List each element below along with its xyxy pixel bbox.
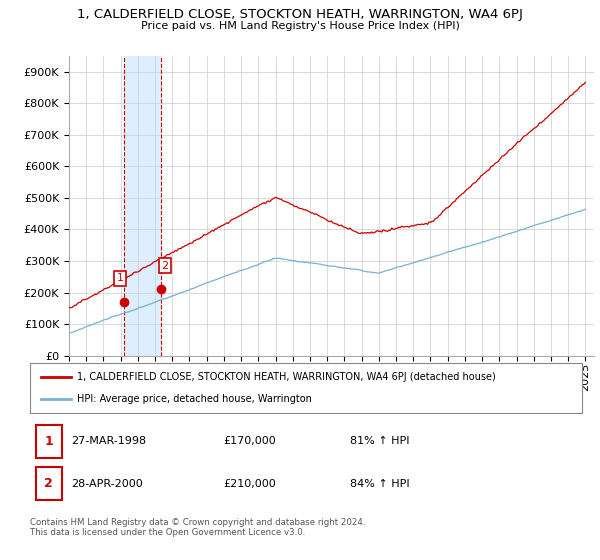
Text: 1, CALDERFIELD CLOSE, STOCKTON HEATH, WARRINGTON, WA4 6PJ: 1, CALDERFIELD CLOSE, STOCKTON HEATH, WA… (77, 8, 523, 21)
Text: £210,000: £210,000 (223, 479, 276, 489)
Text: 84% ↑ HPI: 84% ↑ HPI (350, 479, 410, 489)
Text: 28-APR-2000: 28-APR-2000 (71, 479, 143, 489)
Text: Contains HM Land Registry data © Crown copyright and database right 2024.
This d: Contains HM Land Registry data © Crown c… (30, 518, 365, 538)
Bar (124, 56, 161, 356)
FancyBboxPatch shape (35, 467, 62, 501)
Text: 27-MAR-1998: 27-MAR-1998 (71, 436, 146, 446)
Text: 1: 1 (44, 435, 53, 448)
Text: £170,000: £170,000 (223, 436, 276, 446)
Text: 81% ↑ HPI: 81% ↑ HPI (350, 436, 410, 446)
Text: 2: 2 (161, 261, 169, 270)
Text: 2: 2 (44, 477, 53, 490)
Text: Price paid vs. HM Land Registry's House Price Index (HPI): Price paid vs. HM Land Registry's House … (140, 21, 460, 31)
FancyBboxPatch shape (30, 363, 582, 413)
Text: HPI: Average price, detached house, Warrington: HPI: Average price, detached house, Warr… (77, 394, 312, 404)
Text: 1: 1 (116, 273, 124, 283)
FancyBboxPatch shape (35, 424, 62, 458)
Text: 1, CALDERFIELD CLOSE, STOCKTON HEATH, WARRINGTON, WA4 6PJ (detached house): 1, CALDERFIELD CLOSE, STOCKTON HEATH, WA… (77, 372, 496, 382)
